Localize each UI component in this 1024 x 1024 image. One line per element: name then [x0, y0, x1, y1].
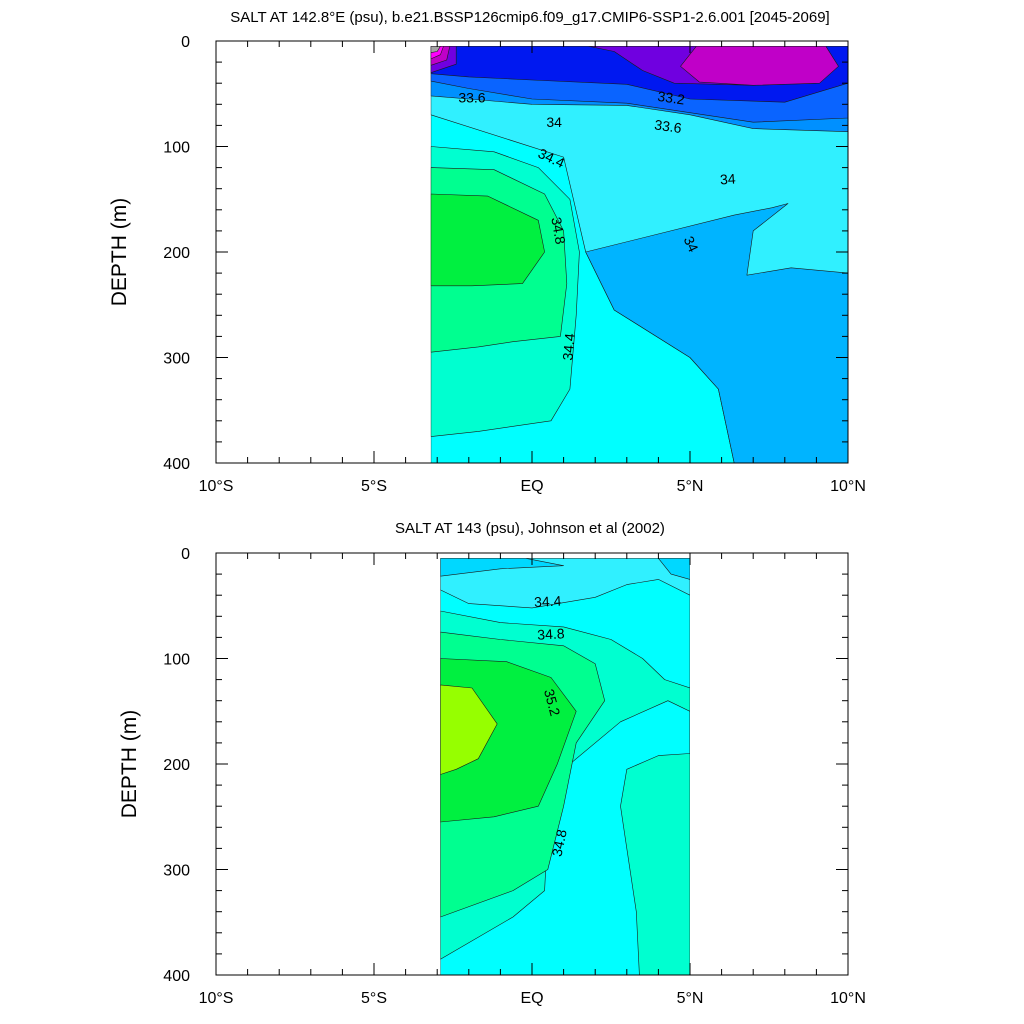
- x-tick-label: 10°N: [830, 990, 866, 1007]
- y-tick-label: 300: [163, 863, 190, 880]
- contour-label: 34: [681, 234, 702, 255]
- y-tick-label: 0: [181, 546, 190, 563]
- x-tick-label: 10°N: [830, 478, 866, 495]
- y-tick-label: 200: [163, 245, 190, 262]
- y-tick-label: 100: [163, 140, 190, 157]
- axes: 10°S 5°S EQ 5°N 10°N 0 100 200 300 400: [163, 34, 866, 495]
- model-panel: SALT AT 142.8°E (psu), b.e21.BSSP126cmip…: [108, 9, 866, 495]
- salinity-fill-regions: [430, 46, 848, 464]
- y-tick-label: 400: [163, 456, 190, 473]
- y-tick-label: 0: [181, 34, 190, 51]
- salinity-region: [440, 684, 498, 775]
- y-axis-label: DEPTH (m): [118, 710, 141, 819]
- contour-label: 34.4: [534, 593, 562, 610]
- contour-label: 34.8: [537, 625, 565, 642]
- y-tick-label: 200: [163, 757, 190, 774]
- x-tick-label: 10°S: [199, 990, 234, 1007]
- contour-label: 33.6: [653, 116, 682, 136]
- y-tick-label: 100: [163, 652, 190, 669]
- contour-label: 34: [720, 170, 737, 187]
- salinity-region: [440, 558, 690, 609]
- x-tick-label: 5°S: [361, 478, 387, 495]
- contour-label: 34.8: [548, 216, 569, 246]
- x-tick-label: EQ: [520, 478, 543, 495]
- salinity-region: [680, 46, 839, 86]
- salinity-fill-regions: [440, 558, 690, 976]
- salinity-region: [585, 203, 848, 464]
- contour-label: 33.6: [458, 90, 485, 106]
- panel-title: SALT AT 142.8°E (psu), b.e21.BSSP126cmip…: [230, 9, 829, 26]
- x-tick-label: 5°N: [677, 990, 704, 1007]
- salinity-region: [430, 193, 545, 287]
- contour-label: 34: [546, 114, 562, 130]
- salinity-region: [658, 558, 690, 580]
- contour-label: 33.2: [657, 88, 686, 108]
- contour-label: 35.2: [541, 687, 564, 718]
- contour-label-group: 34.4 34.8 35.2 34.8: [534, 593, 570, 858]
- x-tick-label: 5°N: [677, 478, 704, 495]
- x-tick-label: 10°S: [199, 478, 234, 495]
- y-tick-label: 300: [163, 351, 190, 368]
- salinity-region: [440, 558, 564, 577]
- observation-panel: SALT AT 143 (psu), Johnson et al (2002) …: [118, 520, 866, 1007]
- axes: 10°S 5°S EQ 5°N 10°N 0 100 200 300 400: [163, 546, 866, 1007]
- contour-label: 34.8: [549, 828, 570, 858]
- panel-title: SALT AT 143 (psu), Johnson et al (2002): [395, 520, 665, 537]
- y-tick-label: 400: [163, 968, 190, 985]
- x-tick-label: 5°S: [361, 990, 387, 1007]
- y-axis-label: DEPTH (m): [108, 198, 131, 307]
- x-tick-label: EQ: [520, 990, 543, 1007]
- contour-label: 34.4: [559, 332, 577, 361]
